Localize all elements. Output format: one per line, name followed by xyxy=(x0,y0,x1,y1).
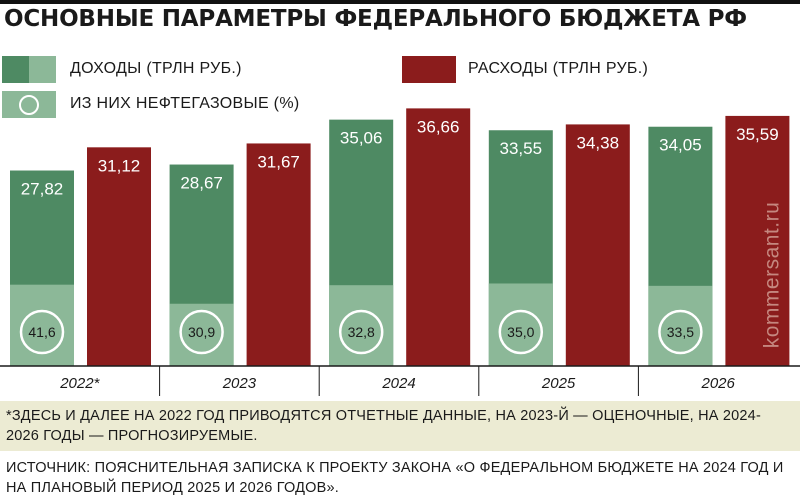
bar-expenses xyxy=(565,124,630,366)
x-tick-label: 2026 xyxy=(701,375,736,392)
oil-gas-circle xyxy=(498,309,544,355)
watermark: kommersant.ru xyxy=(760,201,784,349)
data-label-income: 33,55 xyxy=(500,139,543,158)
oil-gas-circle xyxy=(338,309,384,355)
data-label-oil-gas: 35,0 xyxy=(507,324,534,340)
source-note: ИСТОЧНИК: ПОЯСНИТЕЛЬНАЯ ЗАПИСКА К ПРОЕКТ… xyxy=(6,460,784,496)
data-label-oil-gas: 33,5 xyxy=(667,324,694,340)
bar-expenses xyxy=(246,143,311,366)
x-tick-label: 2024 xyxy=(381,375,415,392)
chart-title: ОСНОВНЫЕ ПАРАМЕТРЫ ФЕДЕРАЛЬНОГО БЮДЖЕТА … xyxy=(4,6,747,32)
bar-chart: 27,82 31,12 41,6 2022* 28,67 31,67 30,9 2023 35,… xyxy=(0,108,800,396)
legend-label-oil-gas: ИЗ НИХ НЕФТЕГАЗОВЫЕ (%) xyxy=(70,95,300,112)
x-tick-label: 2023 xyxy=(222,375,257,392)
circle-icon xyxy=(19,95,39,115)
legend-swatch-oil-gas xyxy=(2,91,56,118)
data-label-oil-gas: 32,8 xyxy=(348,324,375,340)
bar-expenses xyxy=(406,108,471,366)
legend-swatch-expenses xyxy=(402,56,456,83)
oil-gas-circle xyxy=(658,309,703,355)
top-rule xyxy=(0,0,800,4)
bar-expenses xyxy=(87,147,151,366)
data-label-income: 27,82 xyxy=(21,180,64,199)
legend-label-income: ДОХОДЫ (ТРЛН РУБ.) xyxy=(70,60,242,77)
data-label-expenses: 31,67 xyxy=(257,152,300,171)
data-label-expenses: 36,66 xyxy=(417,117,460,136)
data-label-income: 34,05 xyxy=(659,136,702,155)
oil-gas-circle xyxy=(179,309,224,355)
data-label-oil-gas: 41,6 xyxy=(28,324,55,340)
x-tick-label: 2025 xyxy=(541,375,576,392)
data-label-expenses: 34,38 xyxy=(577,133,620,152)
x-tick-label: 2022* xyxy=(59,375,100,392)
footnote: *ЗДЕСЬ И ДАЛЕЕ НА 2022 ГОД ПРИВОДЯТСЯ ОТ… xyxy=(0,401,800,451)
bar-expenses xyxy=(725,115,790,366)
data-label-income: 28,67 xyxy=(180,174,223,193)
data-label-income: 35,06 xyxy=(340,129,383,148)
legend-swatch-income xyxy=(2,56,56,83)
oil-gas-circle xyxy=(19,309,65,355)
data-label-expenses: 31,12 xyxy=(98,156,141,175)
data-label-oil-gas: 30,9 xyxy=(188,324,215,340)
legend-label-expenses: РАСХОДЫ (ТРЛН РУБ.) xyxy=(468,60,649,77)
data-label-expenses: 35,59 xyxy=(736,125,779,144)
